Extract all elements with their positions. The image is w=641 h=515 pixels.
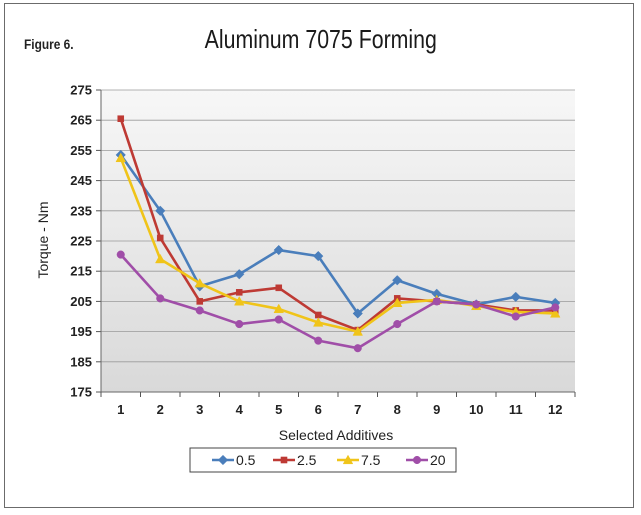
data-point-20: [511, 312, 520, 321]
data-point-0.5: [352, 308, 363, 319]
data-point-2.5: [156, 234, 164, 242]
x-tick-label: 11: [509, 402, 523, 417]
y-tick-label: 225: [70, 234, 92, 249]
data-point-7.5: [155, 253, 166, 264]
data-point-20: [235, 320, 244, 329]
legend-label-20: 20: [430, 452, 446, 468]
x-tick-label: 12: [548, 402, 562, 417]
x-tick-label: 7: [354, 402, 361, 417]
x-tick-label: 6: [315, 402, 322, 417]
data-point-7.5: [313, 317, 324, 327]
data-point-7.5: [194, 277, 205, 288]
y-tick-label: 185: [70, 354, 92, 369]
y-tick-label: 175: [70, 385, 92, 400]
x-tick-label: 9: [433, 402, 440, 417]
data-point-0.5: [155, 205, 166, 216]
x-tick-label: 2: [157, 402, 164, 417]
x-tick-label: 8: [394, 402, 401, 417]
x-tick-label: 3: [196, 402, 203, 417]
data-point-0.5: [313, 250, 324, 262]
data-point-2.5: [275, 284, 283, 292]
legend: 0.5 2.5 7.5 20: [189, 447, 457, 473]
data-point-0.5: [392, 275, 403, 286]
data-point-20: [472, 300, 481, 309]
data-point-2.5: [196, 298, 204, 305]
figure-frame: [4, 3, 634, 508]
data-point-20: [156, 294, 165, 303]
x-tick-label: 5: [275, 402, 282, 417]
legend-label-2.5: 2.5: [297, 452, 317, 468]
legend-marker-0.5: [217, 454, 229, 466]
chart-title: Aluminum 7075 Forming: [204, 24, 437, 54]
legend-box: [189, 447, 457, 473]
y-tick-label: 235: [70, 203, 92, 218]
y-tick-label: 205: [70, 294, 92, 309]
data-point-0.5: [273, 244, 284, 256]
data-point-7.5: [550, 308, 561, 318]
data-point-7.5: [115, 152, 126, 163]
y-tick-label: 195: [70, 324, 92, 339]
legend-label-0.5: 0.5: [236, 452, 256, 468]
data-point-20: [314, 336, 323, 345]
data-point-0.5: [234, 269, 245, 280]
data-point-7.5: [352, 326, 363, 336]
data-point-7.5: [234, 296, 245, 306]
y-tick-label: 275: [70, 83, 92, 98]
data-point-7.5: [392, 297, 403, 307]
legend-marker-2.5: [280, 456, 288, 464]
y-tick-label: 215: [70, 264, 92, 279]
data-point-20: [353, 344, 362, 353]
y-tick-label: 255: [70, 143, 92, 158]
data-point-20: [432, 297, 441, 306]
data-point-20: [116, 250, 125, 259]
legend-marker-20: [412, 455, 422, 465]
x-axis-title: Selected Additives: [279, 427, 393, 443]
legend-marker-7.5: [342, 454, 354, 465]
x-tick-label: 1: [117, 402, 124, 417]
y-tick-label: 265: [70, 113, 92, 128]
data-point-7.5: [273, 303, 284, 314]
figure-label: Figure 6.: [24, 36, 74, 52]
x-tick-label: 10: [469, 402, 483, 417]
data-point-2.5: [235, 289, 243, 296]
data-point-20: [393, 320, 402, 329]
data-point-2.5: [117, 115, 125, 122]
x-tick-label: 4: [236, 402, 244, 417]
series-line-0.5: [119, 154, 556, 315]
data-point-20: [195, 306, 204, 315]
data-point-0.5: [510, 291, 521, 303]
y-tick-label: 245: [70, 173, 92, 188]
legend-label-7.5: 7.5: [361, 452, 381, 468]
series-line-20: [119, 253, 556, 350]
y-axis-title: Torque - Nm: [35, 201, 51, 278]
data-point-20: [274, 315, 283, 324]
data-point-2.5: [314, 311, 322, 319]
data-point-20: [551, 303, 560, 312]
